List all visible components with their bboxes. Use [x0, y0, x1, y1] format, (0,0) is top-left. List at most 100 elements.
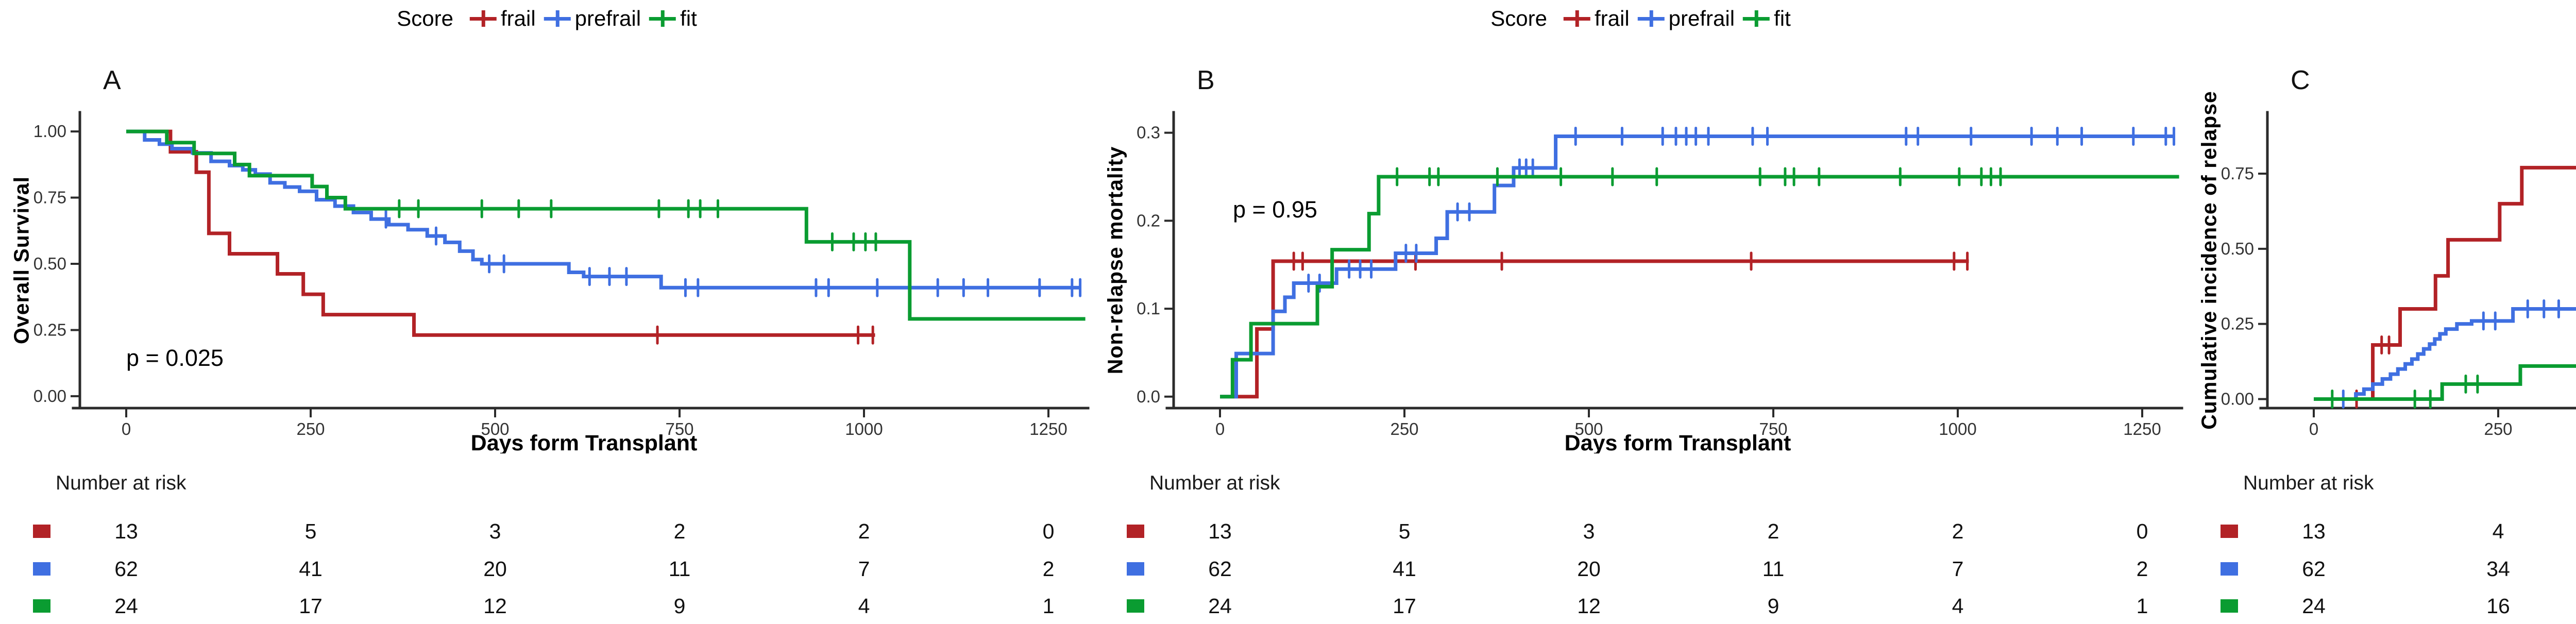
risk-count: 2 — [1767, 519, 1780, 543]
risk-row-fit: 24 17 12 9 4 1 — [1094, 594, 2188, 619]
legend-item-prefrail: prefrail — [544, 6, 641, 31]
x-tick-label: 250 — [2484, 419, 2512, 439]
x-tick-label: 250 — [296, 419, 325, 439]
risk-count: 4 — [858, 594, 870, 618]
fit-plus-icon — [649, 9, 676, 28]
legend-item-label: prefrail — [1668, 6, 1735, 30]
y-tick-label: 0.75 — [2221, 164, 2254, 183]
y-tick-label: 0.50 — [33, 254, 66, 273]
risk-row-frail: 13 5 3 2 2 0 — [0, 519, 1094, 544]
survival-curve-fit — [1220, 175, 2179, 399]
legend: Score frail prefrail fit — [397, 6, 697, 31]
risk-swatch-icon — [2221, 599, 2238, 613]
legend-title: Score — [397, 6, 453, 30]
y-axis-label: Overall Survival — [9, 176, 33, 344]
risk-count: 34 — [2486, 557, 2510, 581]
risk-count: 7 — [858, 557, 870, 581]
risk-count: 2 — [2136, 557, 2148, 581]
legend-title: Score — [1490, 6, 1547, 30]
risk-count: 17 — [299, 594, 323, 618]
km-chart-overall-survival: 1.00 0.75 0.50 0.25 0.00 0 250 500 750 1000 1250 Da… — [33, 111, 1090, 453]
y-tick-label: 0.0 — [1137, 387, 1160, 406]
panel-letter: B — [1197, 65, 1215, 95]
prefrail-plus-icon — [1637, 9, 1665, 28]
y-axis-label: Non-relapse mortality — [1103, 146, 1127, 375]
legend-item-frail: frail — [469, 6, 536, 31]
x-tick-label: 1250 — [1029, 419, 1067, 439]
risk-count: 11 — [668, 557, 691, 581]
risk-count: 20 — [1577, 557, 1601, 581]
risk-row-prefrail: 62 41 20 11 7 2 — [1094, 557, 2188, 582]
risk-table-title: Number at risk — [1149, 472, 1280, 494]
y-tick-label: 0.2 — [1137, 211, 1160, 230]
risk-swatch-icon — [1127, 599, 1144, 613]
x-tick-label: 500 — [1574, 419, 1603, 439]
survival-curve-frail — [126, 129, 875, 337]
x-tick-label: 0 — [2309, 419, 2318, 439]
panel-letter: A — [103, 65, 121, 95]
y-tick-label: 0.3 — [1137, 123, 1160, 142]
risk-count: 9 — [673, 594, 686, 618]
legend-item-label: fit — [1774, 6, 1791, 30]
risk-count: 0 — [2136, 519, 2148, 543]
risk-swatch-icon — [2221, 525, 2238, 538]
legend-item-frail: frail — [1563, 6, 1630, 31]
legend-item-fit: fit — [1743, 6, 1791, 31]
risk-count: 13 — [114, 519, 138, 543]
risk-count: 41 — [299, 557, 323, 581]
risk-count: 1 — [2136, 594, 2148, 618]
prefrail-plus-icon — [544, 9, 571, 28]
frail-plus-icon — [1563, 9, 1590, 28]
risk-count: 41 — [1393, 557, 1416, 581]
frail-plus-icon — [469, 9, 497, 28]
legend: Score frail prefrail fit — [1490, 6, 1790, 31]
y-axis-label: Cumulative incidence of relapse — [2197, 91, 2221, 430]
risk-count: 4 — [2492, 519, 2504, 543]
risk-count: 12 — [1577, 594, 1601, 618]
risk-count: 5 — [304, 519, 317, 543]
x-axis-title: Days form Transplant — [1565, 431, 1791, 453]
y-tick-label: 0.25 — [33, 320, 66, 339]
risk-table: Number at risk 13 5 3 2 2 0 62 41 20 11 7 2 24 17 12 9 4… — [0, 453, 1094, 624]
risk-swatch-icon — [2221, 562, 2238, 576]
x-tick-label: 750 — [1759, 419, 1787, 439]
survival-curve-frail — [1220, 259, 1969, 399]
risk-count: 0 — [1042, 519, 1055, 543]
risk-count: 5 — [1398, 519, 1411, 543]
risk-count: 11 — [1762, 557, 1785, 581]
legend-item-label: fit — [680, 6, 697, 30]
risk-row-fit: 24 17 12 9 4 1 — [0, 594, 1094, 619]
legend-item-fit: fit — [649, 6, 697, 31]
risk-row-prefrail: 62 41 20 11 7 2 — [0, 557, 1094, 582]
risk-count: 62 — [2302, 557, 2326, 581]
risk-swatch-icon — [1127, 525, 1144, 538]
risk-count: 2 — [858, 519, 870, 543]
risk-count: 16 — [2486, 594, 2510, 618]
legend-item-label: frail — [500, 6, 536, 30]
risk-row-frail: 1342110 — [2188, 519, 2576, 544]
survival-curve-frail — [2314, 165, 2576, 401]
y-tick-label: 0.00 — [2221, 390, 2254, 409]
p-value-label: p = 0.95 — [1233, 196, 1317, 223]
risk-count: 2 — [673, 519, 686, 543]
x-tick-label: 750 — [665, 419, 693, 439]
fit-plus-icon — [1743, 9, 1770, 28]
risk-swatch-icon — [1127, 562, 1144, 576]
x-tick-label: 250 — [1390, 419, 1418, 439]
risk-count: 2 — [1952, 519, 1964, 543]
risk-count: 9 — [1767, 594, 1780, 618]
risk-table: Number at risk 13 5 3 2 2 0 62 41 20 11 7 2 24 17 12 9 4… — [1094, 453, 2188, 624]
risk-count: 7 — [1952, 557, 1964, 581]
legend-item-label: prefrail — [574, 6, 641, 30]
risk-count: 12 — [483, 594, 507, 618]
panel-letter: C — [2291, 65, 2310, 95]
y-tick-label: 1.00 — [33, 122, 66, 141]
risk-row-fit: 241610831 — [2188, 594, 2576, 619]
y-tick-label: 0.50 — [2221, 239, 2254, 258]
x-tick-label: 1250 — [2123, 419, 2161, 439]
risk-count: 13 — [2302, 519, 2326, 543]
risk-swatch-icon — [33, 525, 50, 538]
risk-count: 13 — [1208, 519, 1232, 543]
